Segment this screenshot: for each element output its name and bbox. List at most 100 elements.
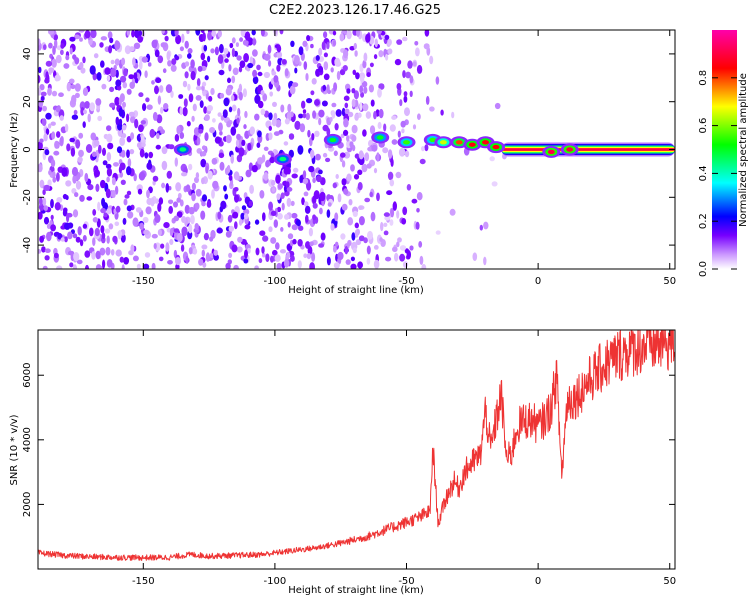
spectrogram-noise-cell — [320, 232, 326, 241]
spectrogram-noise-cell — [179, 46, 184, 52]
colorbar-label: Normalized spectral amplitude — [738, 73, 749, 227]
spectrogram-noise-cell — [376, 192, 380, 202]
spectrogram-noise-cell — [290, 255, 295, 262]
spectrogram-noise-cell — [175, 182, 182, 192]
spectrogram-noise-cell — [263, 172, 269, 181]
spectrogram-noise-cell — [70, 84, 76, 90]
spectrogram-noise-cell — [171, 58, 177, 66]
spectrogram-noise-cell — [79, 239, 84, 247]
spectrogram-noise-cell — [286, 197, 292, 207]
spectrogram-noise-cell — [202, 262, 207, 268]
spectrogram-noise-cell — [283, 258, 290, 268]
spectrogram-noise-cell — [126, 88, 132, 95]
spectrogram-noise-cell — [343, 118, 349, 128]
spectrogram-noise-cell — [396, 83, 402, 90]
spectrogram-noise-cell — [407, 60, 413, 69]
spectrogram-noise-cell — [180, 244, 185, 252]
spectrogram-noise-cell — [228, 225, 234, 232]
spectrogram-noise-cell — [75, 236, 81, 243]
spectrogram-noise-cell — [192, 248, 198, 255]
spectrogram-noise-cell — [370, 211, 376, 222]
spectrogram-noise-cell — [281, 202, 285, 211]
spectrogram-noise-cell — [72, 233, 78, 239]
spectrogram-noise-cell — [114, 40, 121, 50]
spectrogram-noise-cell — [318, 47, 323, 57]
spectrogram-noise-cell — [369, 125, 376, 135]
spectrogram-noise-cell — [483, 221, 489, 230]
spectrogram-noise-cell — [151, 39, 158, 49]
spectrogram-noise-cell — [326, 41, 330, 50]
spectrogram-noise-cell — [39, 84, 45, 91]
spectrogram-noise-cell — [91, 251, 96, 260]
spectrogram-noise-cell — [150, 197, 155, 207]
spectrogram-noise-cell — [122, 217, 127, 225]
snr-series-line — [38, 330, 675, 561]
spectrogram-noise-cell — [119, 171, 124, 178]
colorbar-tick-label: 0.8 — [698, 70, 709, 86]
x-tick-label: -100 — [264, 276, 287, 287]
spectrogram-noise-cell — [395, 171, 402, 179]
spectrogram-noise-cell — [190, 59, 195, 69]
spectrogram-noise-cell — [241, 139, 246, 146]
spectrogram-noise-cell — [145, 97, 150, 103]
spectrogram-noise-cell — [337, 251, 344, 261]
spectrogram-noise-cell — [100, 225, 105, 234]
spectrogram-noise-cell — [163, 222, 170, 229]
spectrogram-noise-cell — [315, 175, 322, 183]
spectrogram-noise-cell — [107, 31, 113, 39]
spectrogram-noise-cell — [366, 72, 371, 78]
spectrogram-noise-cell — [402, 36, 408, 42]
spectrogram-noise-cell — [55, 106, 61, 113]
spectrogram-noise-cell — [201, 249, 205, 257]
spectrogram-noise-cell — [128, 111, 135, 117]
spectrogram-noise-cell — [335, 109, 342, 117]
spectrogram-noise-cell — [187, 48, 193, 54]
spectrogram-noise-cell — [252, 38, 257, 46]
spectrogram-noise-cell — [348, 199, 353, 206]
spectrogram-noise-cell — [74, 57, 80, 65]
spectrogram-noise-cell — [421, 264, 427, 269]
spectrogram-noise-cell — [353, 174, 360, 180]
spectrogram-noise-cell — [144, 252, 151, 258]
spectrogram-noise-cell — [280, 227, 284, 232]
spectrogram-noise-cell — [176, 232, 183, 243]
y-tick-label: 2000 — [22, 492, 33, 517]
spectrogram-noise-cell — [119, 256, 125, 263]
spectrogram-noise-cell — [321, 100, 328, 107]
spectrogram-noise-cell — [343, 49, 349, 59]
spectrogram-noise-cell — [69, 262, 74, 268]
spectrogram-noise-cell — [161, 146, 168, 155]
spectrogram-noise-cell — [294, 120, 301, 130]
spectrogram-noise-cell — [345, 259, 351, 265]
spectrogram-noise-cell — [239, 218, 243, 226]
spectrogram-noise-cell — [138, 171, 146, 181]
spectrogram-noise-cell — [275, 242, 280, 250]
spectrogram-noise-cell — [45, 128, 50, 136]
spectrogram-noise-cell — [62, 193, 68, 200]
spectrogram-noise-cell — [106, 167, 112, 177]
spectrogram-noise-cell — [344, 108, 350, 115]
spectrogram-noise-cell — [41, 118, 47, 126]
spectrogram-noise-cell — [213, 254, 220, 261]
spectrogram-noise-cell — [99, 247, 106, 256]
spectrogram-noise-cell — [72, 264, 77, 269]
spectrogram-noise-cell — [121, 264, 125, 269]
spectrogram-noise-cell — [310, 90, 315, 96]
spectrogram-noise-cell — [147, 62, 152, 67]
spectrogram-panel: -150 -100 -50 0 50 -40 -20 0 20 40 Height of str… — [9, 29, 676, 296]
spectrogram-noise-cell — [100, 36, 108, 41]
spectrogram-noise-cell — [39, 138, 44, 143]
spectrogram-noise-cell — [157, 202, 162, 212]
spectrogram-noise-cell — [238, 147, 245, 157]
colorbar-tick-label: 0.2 — [698, 213, 709, 229]
spectrogram-noise-cell — [228, 252, 233, 259]
spectrogram-noise-cell — [220, 115, 225, 121]
spectrogram-noise-cell — [40, 95, 45, 102]
spectrogram-noise-cell — [257, 100, 264, 109]
spectrogram-noise-field — [38, 30, 507, 269]
spectrogram-noise-cell — [349, 141, 354, 148]
spectrogram-noise-cell — [314, 130, 320, 137]
spectrogram-noise-cell — [418, 241, 423, 248]
spectrogram-noise-cell — [343, 151, 351, 159]
spectrogram-noise-cell — [193, 127, 200, 136]
